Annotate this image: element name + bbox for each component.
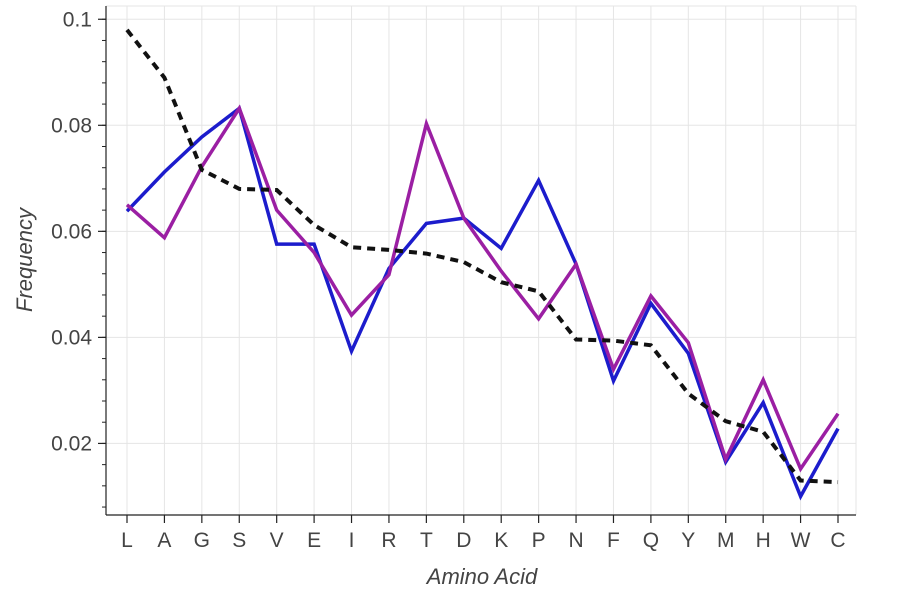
x-tick-label: N <box>568 529 583 552</box>
y-tick-label: 0.04 <box>51 326 92 349</box>
x-tick-label: C <box>830 529 845 552</box>
x-axis-title: Amino Acid <box>425 564 538 589</box>
x-tick-label: A <box>157 529 171 552</box>
x-tick-label: R <box>381 529 396 552</box>
x-tick-label: D <box>456 529 471 552</box>
x-tick-label: L <box>121 529 133 552</box>
x-tick-label: F <box>607 529 620 552</box>
x-tick-label: H <box>756 529 771 552</box>
y-tick-label: 0.08 <box>51 114 92 137</box>
series-line-1 <box>125 105 840 501</box>
grid <box>106 5 857 515</box>
x-tick-label: M <box>717 529 735 552</box>
y-axis-title: Frequency <box>12 206 37 312</box>
series-lines <box>125 28 840 501</box>
x-tick-label: T <box>420 529 433 552</box>
x-tick-label: S <box>232 529 246 552</box>
x-tick-label: E <box>307 529 321 552</box>
x-tick-label: Q <box>643 529 659 552</box>
axes: L A G S V E I R T D K P N F Q Y M H W C 0.02 0.04 0.06 0.08 0.1 <box>51 6 856 552</box>
series-line-3 <box>125 28 839 485</box>
x-tick-label: W <box>791 529 811 552</box>
x-tick-label: K <box>494 529 508 552</box>
y-tick-label: 0.02 <box>51 432 92 455</box>
y-tick-label: 0.1 <box>63 8 92 31</box>
x-tick-label: Y <box>681 529 695 552</box>
x-tick-label: V <box>270 529 284 552</box>
x-tick-label: G <box>194 529 210 552</box>
x-tick-label: P <box>532 529 546 552</box>
y-tick-label: 0.06 <box>51 220 92 243</box>
series-line-2 <box>125 104 840 473</box>
x-tick-label: I <box>349 529 355 552</box>
